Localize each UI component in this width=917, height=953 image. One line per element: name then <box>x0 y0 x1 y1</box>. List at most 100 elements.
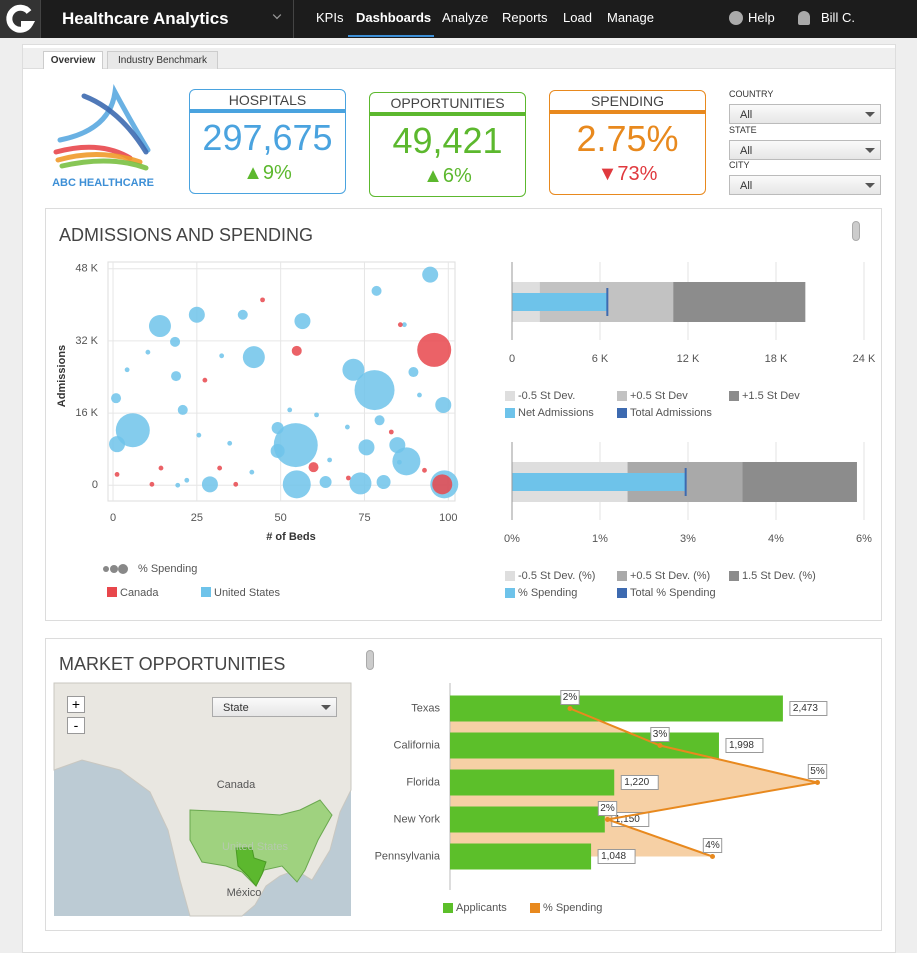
bubble <box>327 457 333 463</box>
map-label: United States <box>222 841 289 853</box>
company-logo: ABC HEALTHCARE <box>52 83 154 189</box>
menu-item[interactable]: Analyze <box>442 10 489 25</box>
kpi-card[interactable]: HOSPITALS 297,675 ▲9% <box>189 89 346 194</box>
menu-item[interactable]: Dashboards <box>356 10 432 25</box>
section-title: MARKET OPPORTUNITIES <box>59 654 286 674</box>
brand[interactable]: Healthcare Analytics <box>62 9 229 28</box>
bubble <box>396 459 402 465</box>
legend-swatch <box>505 588 515 598</box>
bubble <box>217 465 223 471</box>
menu-item[interactable]: Reports <box>502 10 548 25</box>
data-label: 1,220 <box>624 777 649 788</box>
bubble <box>376 475 391 490</box>
y-axis-title: Admissions <box>56 345 68 407</box>
scroll-thumb[interactable] <box>366 650 374 670</box>
map-dropdown[interactable]: State <box>212 697 337 717</box>
scroll-thumb[interactable] <box>852 221 860 241</box>
filter-select[interactable]: All <box>729 139 881 160</box>
x-tick-label: 25 <box>191 512 203 524</box>
legend-label: +0.5 St Dev <box>630 390 688 402</box>
menu-item[interactable]: Manage <box>607 10 654 25</box>
legend-label: % Spending <box>518 587 577 599</box>
point <box>815 780 820 785</box>
logo-text: ABC HEALTHCARE <box>52 177 154 189</box>
label-box <box>725 738 764 753</box>
bubble <box>371 285 382 296</box>
app-logo[interactable] <box>0 0 40 38</box>
x-tick-label: 6% <box>856 533 872 545</box>
bubble <box>260 297 265 303</box>
user[interactable]: Bill C. <box>821 10 855 25</box>
bubble <box>219 353 225 359</box>
x-tick-label: 12 K <box>677 353 700 365</box>
zoom-out[interactable]: - <box>67 717 85 734</box>
kpi-card[interactable]: OPPORTUNITIES 49,421 ▲6% <box>369 92 526 197</box>
legend-label: +0.5 St Dev. (%) <box>630 570 710 582</box>
filter-select[interactable]: All <box>729 175 881 195</box>
legend-label: United States <box>214 587 281 599</box>
label-box <box>597 801 618 816</box>
bubble <box>349 472 372 495</box>
kpi-change: ▲9% <box>243 162 292 184</box>
kpi-value: 2.75% <box>576 118 679 159</box>
y-tick-label: 32 K <box>75 335 98 347</box>
zoom-in[interactable]: + <box>67 696 85 713</box>
menu-item[interactable]: KPIs <box>316 10 344 25</box>
map-label: Canada <box>217 779 256 791</box>
legend-swatch <box>617 391 627 401</box>
separator <box>293 0 294 38</box>
select-caret <box>865 183 875 188</box>
y-tick-label: Florida <box>406 776 441 788</box>
bubble <box>314 412 319 418</box>
y-tick-label: California <box>394 739 441 751</box>
label-box <box>650 727 670 742</box>
bubble <box>291 345 302 356</box>
x-tick-label: 6 K <box>592 353 609 365</box>
bubble <box>282 470 311 499</box>
bullet-chart: 0 6 K 12 K 18 K 24 K -0.5 St Dev. +0.5 St Dev +… <box>505 262 876 419</box>
kpi-card[interactable]: SPENDING 2.75% ▼73% <box>549 90 706 195</box>
bubble <box>149 481 155 487</box>
bubble <box>319 476 332 489</box>
menu-item[interactable]: Load <box>563 10 592 25</box>
legend-swatch <box>729 391 739 401</box>
data-label: 2% <box>600 803 615 814</box>
bubble <box>417 392 422 398</box>
bubble <box>115 413 150 448</box>
x-tick-label: 4% <box>768 533 784 545</box>
bubble <box>344 424 350 430</box>
legend-swatch <box>617 571 627 581</box>
measure-bar <box>512 293 608 311</box>
bubble <box>271 421 284 434</box>
label-box <box>702 838 723 853</box>
size-legend-dot <box>118 564 128 574</box>
bubble <box>374 415 385 426</box>
filter-label: COUNTRY <box>729 89 774 99</box>
data-label: 5% <box>810 766 825 777</box>
tab[interactable]: Overview <box>43 51 103 69</box>
label-box <box>807 764 828 779</box>
filter-value: All <box>740 180 753 192</box>
kpi-bar <box>190 109 345 113</box>
bar-chart: Texas 2,473 California 1,998 Florida 1,220 New… <box>375 683 828 914</box>
bar <box>450 732 719 759</box>
data-label: 1,048 <box>601 851 626 862</box>
x-tick-label: 0% <box>504 533 520 545</box>
y-tick-label: 0 <box>92 479 98 491</box>
help[interactable]: Help <box>748 10 775 25</box>
section-title: ADMISSIONS AND SPENDING <box>59 225 314 245</box>
tab[interactable]: Industry Benchmark <box>107 51 218 69</box>
label-box <box>620 775 659 790</box>
filter-select[interactable]: All <box>729 104 881 124</box>
bar <box>450 843 592 870</box>
bubble <box>273 423 318 468</box>
select-caret <box>865 112 875 117</box>
legend-swatch <box>617 408 627 418</box>
tab-bar: Overview Industry Benchmark <box>23 48 895 69</box>
size-legend-label: % Spending <box>138 563 197 575</box>
y-tick-label: 16 K <box>75 407 98 419</box>
bubble <box>392 447 421 476</box>
map-label: México <box>227 887 262 899</box>
y-tick-label: New York <box>394 813 441 825</box>
bubble <box>202 377 208 383</box>
